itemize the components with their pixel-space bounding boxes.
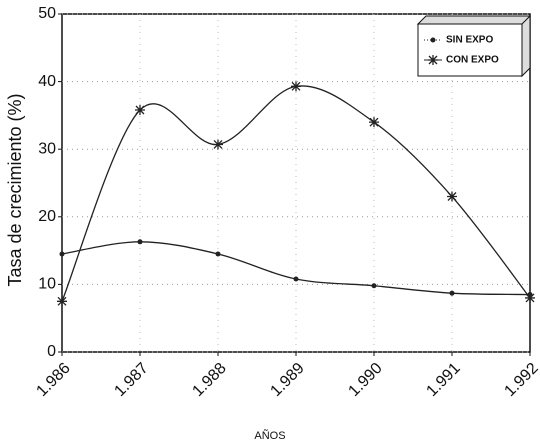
point: [215, 251, 221, 257]
point: [369, 117, 379, 128]
point: [291, 81, 301, 92]
point: [371, 283, 377, 289]
legend-edge: [521, 15, 531, 25]
x-tick-label: 1.990: [345, 360, 385, 400]
point: [430, 37, 436, 43]
y-tick-label: 10: [38, 276, 56, 293]
point: [135, 104, 145, 115]
x-axis-label: AÑOS: [254, 429, 285, 442]
legend-box: [417, 23, 523, 77]
x-tick-label: 1.992: [501, 360, 540, 400]
point: [213, 139, 223, 150]
point: [293, 276, 299, 282]
point: [137, 239, 143, 245]
y-tick-label: 50: [38, 5, 56, 22]
y-tick-label: 30: [38, 140, 56, 157]
point: [59, 251, 65, 257]
point: [449, 290, 455, 296]
series-line: [61, 241, 531, 296]
series-line: [61, 85, 531, 302]
y-tick-label: 0: [47, 343, 56, 360]
point: [447, 191, 457, 202]
x-tick-label: 1.991: [423, 360, 463, 400]
point: [57, 296, 67, 307]
y-tick-label: 20: [38, 208, 56, 225]
point: [525, 292, 535, 303]
y-axis-label: Tasa de crecimiento (%): [5, 93, 25, 286]
y-tick-label: 40: [38, 73, 56, 90]
legend-label: CON EXPO: [446, 55, 499, 66]
x-tick-label: 1.986: [33, 360, 73, 400]
point: [428, 55, 438, 65]
x-tick-label: 1.988: [189, 360, 229, 400]
legend-label: SIN EXPO: [446, 35, 493, 46]
x-tick-label: 1.987: [111, 360, 151, 400]
x-tick-label: 1.989: [267, 360, 307, 400]
